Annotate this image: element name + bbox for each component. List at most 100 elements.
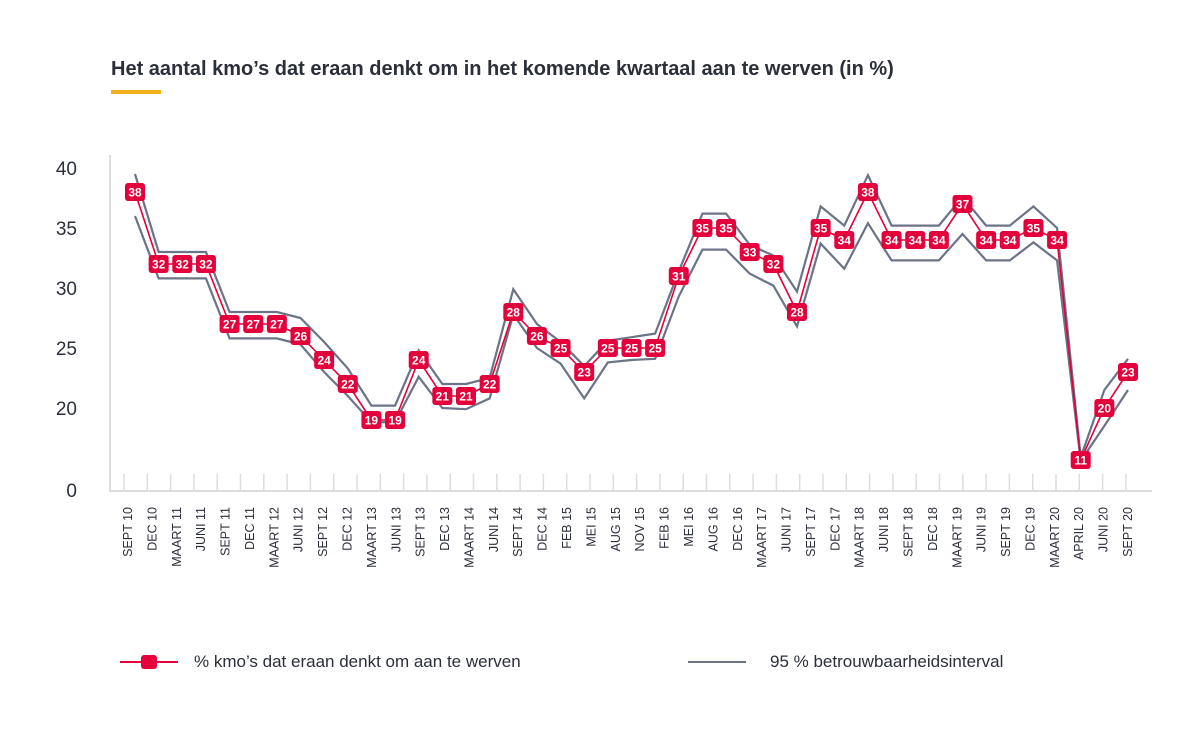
data-label: 20 [1098,402,1112,416]
data-label: 28 [507,306,521,320]
data-point-marker [1118,363,1138,381]
x-tick-label: SEPT 19 [999,507,1013,557]
ci-lower-line [133,215,1129,465]
data-point-marker [999,231,1020,249]
x-tick-label: DEC 17 [828,507,842,551]
data-point-marker [432,387,453,405]
x-tick-label: JUNI 14 [487,507,501,552]
x-tick-label: MAART 13 [365,507,379,568]
y-tick-label: 35 [56,219,77,240]
data-label: 27 [223,318,237,332]
data-label: 32 [176,258,190,272]
data-point-marker [479,375,500,393]
data-point-marker [219,315,240,333]
data-label: 37 [956,198,970,212]
x-tick-label: DEC 16 [731,507,745,551]
data-label: 38 [861,186,875,200]
legend-item-main: % kmo’s dat eraan denkt om aan te werven [120,652,521,672]
title-underline [111,90,161,94]
data-label: 34 [885,234,899,248]
data-point-marker [1070,451,1091,469]
data-label: 21 [459,390,473,404]
data-point-marker [361,411,382,429]
data-point-marker [172,255,193,273]
x-tick-label: JUNI 20 [1097,507,1111,552]
chart-title: Het aantal kmo’s dat eraan denkt om in h… [111,58,894,80]
data-label: 31 [672,270,686,284]
x-tick-label: MEI 15 [584,507,598,547]
x-tick-label: SEPT 18 [901,507,915,557]
x-tick-label: JUNI 11 [194,507,208,551]
data-point-marker [763,255,784,273]
x-tick-label: MAART 20 [1048,507,1062,568]
data-label: 24 [317,354,331,368]
data-point-marker [550,339,571,357]
x-tick-label: FEB 16 [658,507,672,549]
data-point-marker [645,339,666,357]
x-tick-label: MAART 18 [853,507,867,568]
x-tick-label: JUNI 13 [389,507,403,552]
data-point-marker [574,363,595,381]
x-tick-label: JUNI 18 [877,507,891,552]
data-point-marker [928,231,949,249]
data-point-marker [597,339,618,357]
data-label: 25 [625,342,639,356]
data-point-marker [976,231,997,249]
data-label: 27 [270,318,284,332]
data-point-marker [1047,231,1068,249]
data-label: 35 [1027,222,1041,236]
x-tick-label: DEC 13 [438,507,452,551]
data-label: 25 [648,342,662,356]
data-point-marker [1094,399,1115,417]
data-label: 27 [247,318,261,332]
x-tick-label: DEC 10 [145,507,159,551]
data-point-marker [857,183,878,201]
data-label: 22 [341,378,355,392]
data-label: 34 [838,234,852,248]
data-label: 28 [790,306,804,320]
data-label: 19 [388,414,402,428]
data-point-marker [243,315,264,333]
data-label: 19 [365,414,379,428]
data-point-marker [337,375,358,393]
x-tick-label: JUNI 12 [292,507,306,552]
x-tick-label: SEPT 13 [414,507,428,557]
x-tick-label: SEPT 10 [121,507,135,557]
data-point-marker [905,231,926,249]
x-tick-label: JUNI 19 [975,507,989,552]
data-point-marker [952,195,973,213]
data-point-marker [503,303,524,321]
data-point-marker [195,255,216,273]
legend-label-interval: 95 % betrouwbaarheidsinterval [770,652,1004,671]
x-tick-label: DEC 12 [341,507,355,551]
data-label: 26 [530,330,544,344]
x-tick-label: SEPT 12 [316,507,330,557]
x-tick-label: SEPT 11 [219,507,233,556]
data-point-marker [621,339,642,357]
data-label: 34 [1003,234,1017,248]
x-tick-label: MAART 17 [755,507,769,568]
data-label: 32 [152,258,166,272]
legend-label-main: % kmo’s dat eraan denkt om aan te werven [194,652,521,671]
legend-item-interval: 95 % betrouwbaarheidsinterval [688,652,1003,672]
x-tick-label: DEC 19 [1023,507,1037,551]
data-point-marker [266,315,287,333]
data-point-marker [1023,219,1044,237]
data-label: 22 [483,378,497,392]
x-tick-label: MEI 16 [682,507,696,547]
data-point-marker [834,231,855,249]
data-point-marker [692,219,713,237]
data-point-marker [290,327,311,345]
x-tick-label: DEC 18 [926,507,940,551]
data-point-marker [810,219,831,237]
data-point-marker [716,219,737,237]
data-label: 38 [128,186,142,200]
y-tick-label: 25 [56,339,77,360]
x-tick-label: APRIL 20 [1072,507,1086,560]
x-tick-label: AUG 16 [706,507,720,552]
x-tick-label: NOV 15 [633,507,647,552]
data-point-marker [668,267,689,285]
data-label: 34 [932,234,946,248]
